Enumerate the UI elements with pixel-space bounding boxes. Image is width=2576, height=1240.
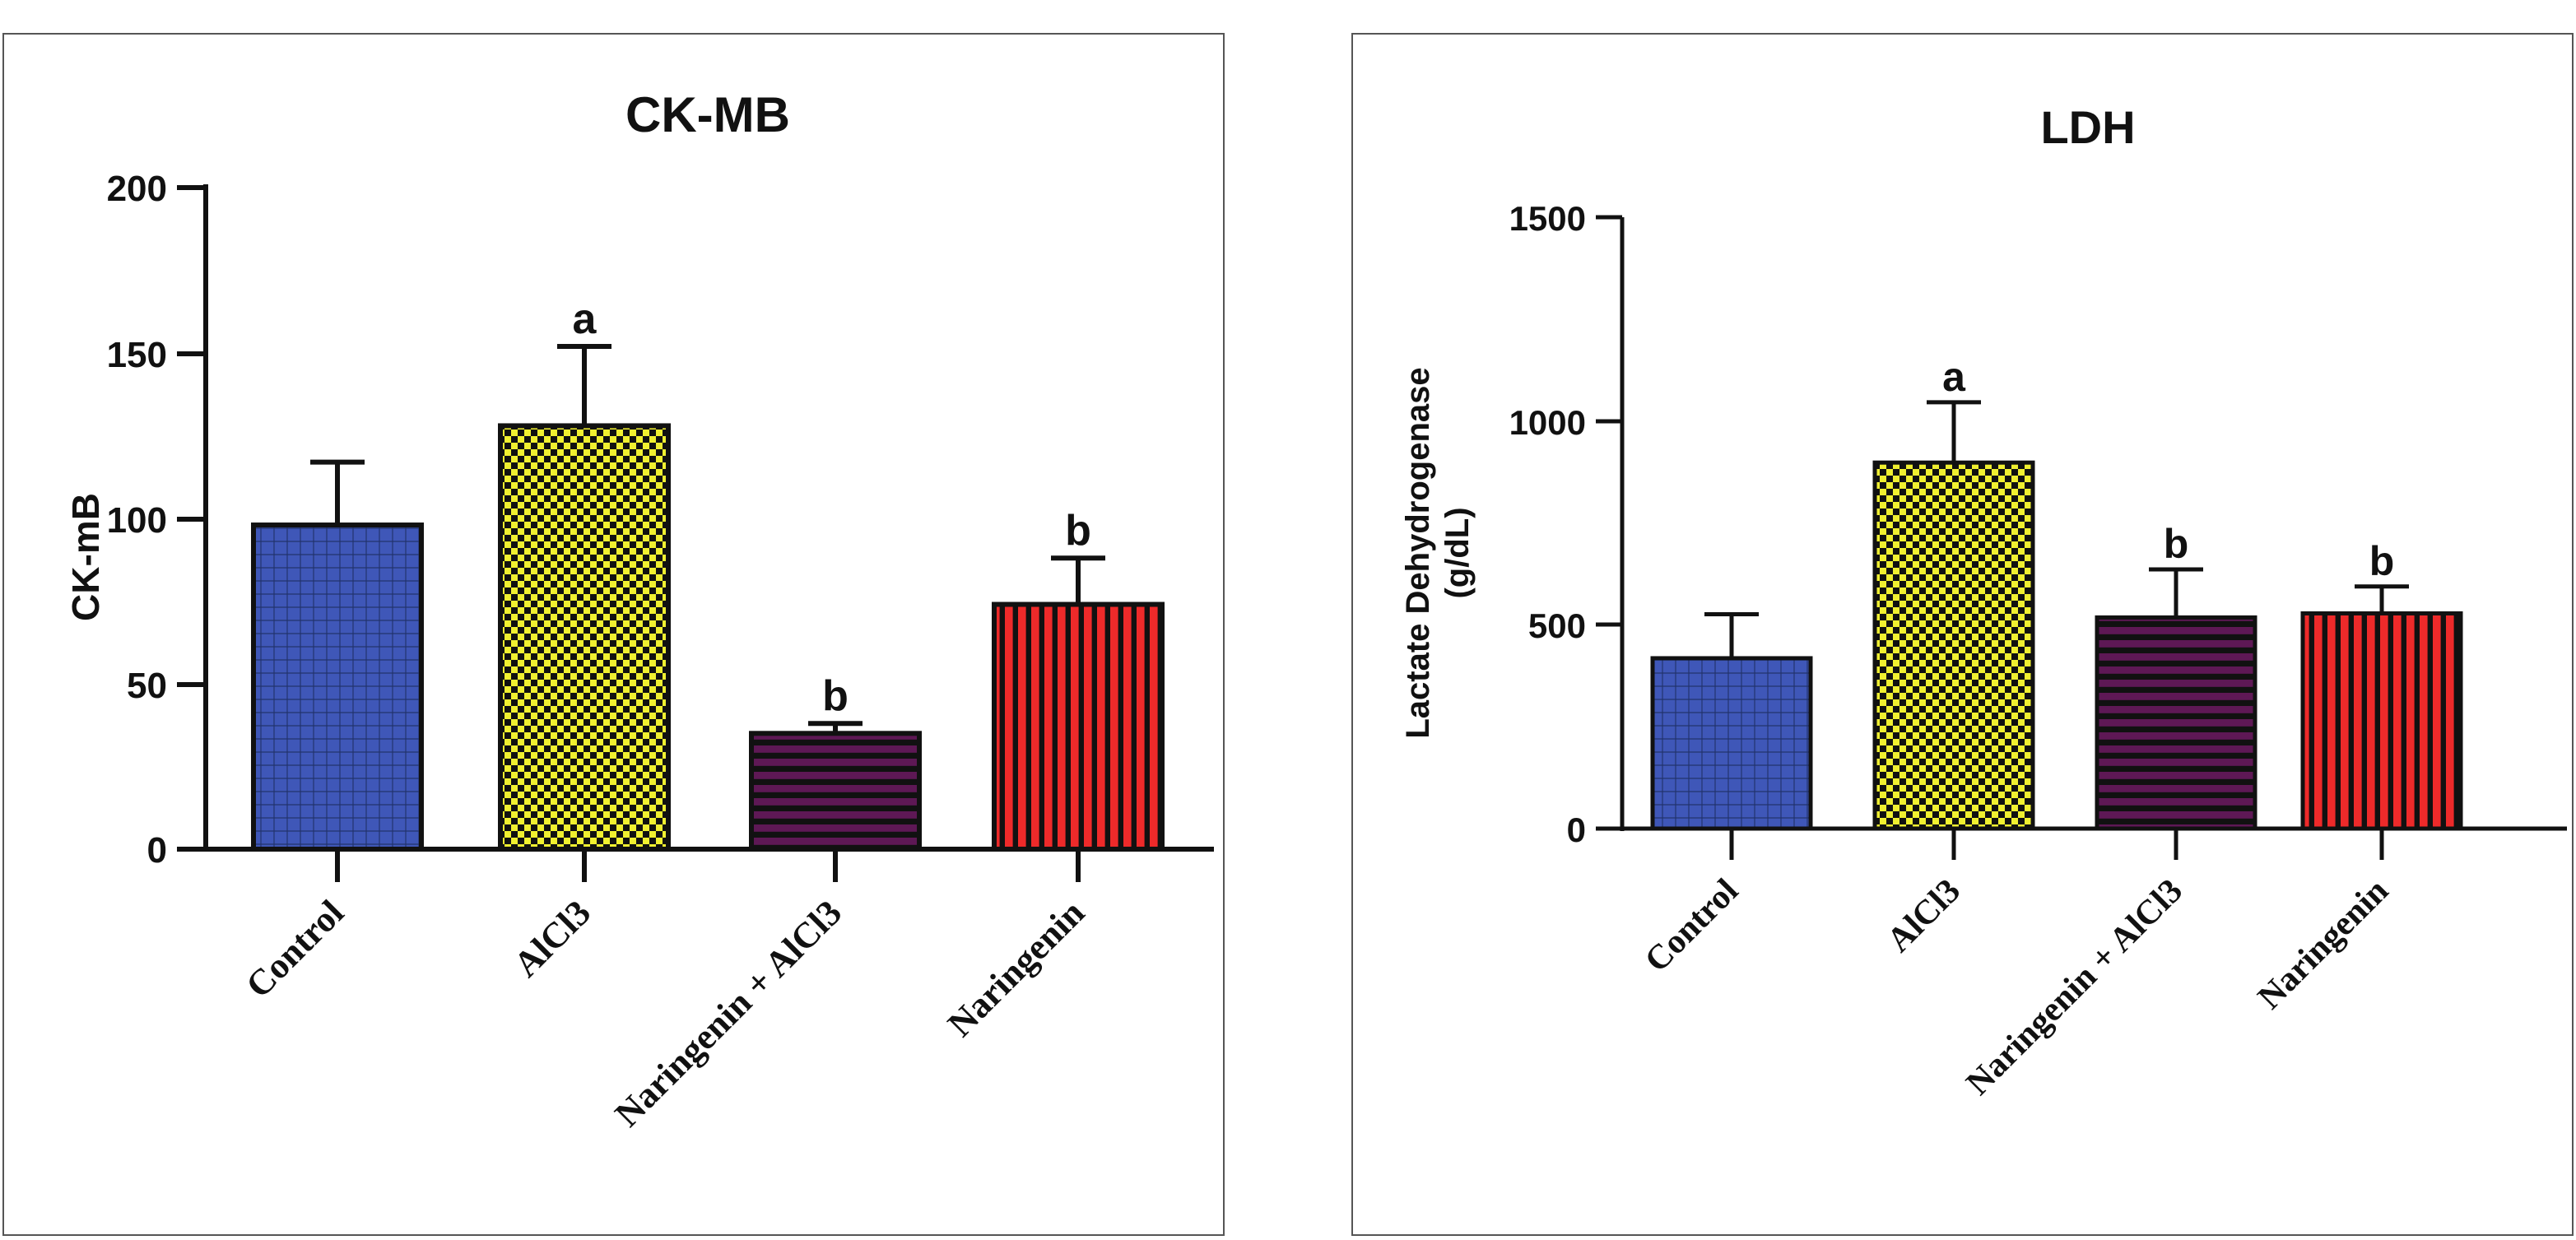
x-tick-2: Naringenin + AlCl3: [1960, 829, 2190, 1103]
bar: [1650, 656, 1813, 831]
y-tick-50: 50: [127, 666, 206, 706]
y-tick-0: 0: [1567, 810, 1622, 849]
x-tick-2: Naringenin + AlCl3: [607, 849, 849, 1135]
y-tick-label: 1500: [1509, 199, 1586, 238]
error-bar: [2149, 567, 2203, 618]
chart-title: CK-MB: [625, 87, 790, 142]
x-tick-label: Naringenin: [940, 892, 1092, 1044]
chart-title: LDH: [2040, 101, 2135, 153]
error-bar: [2355, 584, 2409, 614]
bars-group: a b b: [251, 295, 1165, 852]
y-tick-100: 100: [107, 500, 206, 541]
error-bar: [1927, 400, 1981, 463]
ldh-chart-svg: LDH Lactate Dehydrogenase (g/dL) 0 500 1…: [1400, 101, 2567, 1103]
x-tick-3: Naringenin: [2251, 829, 2396, 1017]
y-tick-label: 1000: [1509, 403, 1586, 442]
bar: [2095, 615, 2257, 831]
x-tick-label: Control: [1638, 872, 1746, 980]
x-tick-3: Naringenin: [940, 849, 1092, 1044]
y-axis-label-line1: Lactate Dehydrogenase: [1400, 367, 1436, 738]
y-tick-500: 500: [1528, 606, 1622, 645]
significance-label: b: [822, 672, 849, 720]
x-tick-label: Naringenin + AlCl3: [1960, 872, 2190, 1103]
y-tick-0: 0: [147, 830, 206, 871]
ldh-chart-panel: LDH Lactate Dehydrogenase (g/dL) 0 500 1…: [1351, 33, 2574, 1236]
significance-label: b: [1065, 507, 1091, 555]
x-tick-1: AlCl3: [506, 849, 598, 985]
x-tick-label: AlCl3: [506, 892, 598, 984]
error-bar: [808, 721, 863, 734]
x-tick-label: Naringenin: [2251, 872, 2396, 1017]
y-tick-label: 200: [107, 169, 167, 209]
bar: [749, 731, 922, 852]
error-bar: [557, 343, 611, 426]
significance-label: b: [2164, 521, 2189, 567]
x-tick-0: Control: [238, 849, 351, 1005]
x-tick-label: Naringenin + AlCl3: [607, 892, 849, 1134]
bars-group: a b b: [1650, 354, 2463, 831]
y-tick-200: 200: [107, 169, 206, 209]
y-axis-label: CK-mB: [64, 493, 107, 621]
bar: [2300, 611, 2463, 831]
y-tick-label: 50: [127, 666, 167, 706]
y-tick-label: 500: [1528, 606, 1586, 645]
significance-label: a: [1942, 354, 1966, 400]
bar: [1872, 460, 2035, 831]
x-tick-label: AlCl3: [1880, 872, 1968, 960]
significance-label: b: [2369, 538, 2395, 584]
y-tick-150: 150: [107, 335, 206, 375]
ckmb-chart-panel: CK-MB CK-mB 0 50 100 150 200 Control: [2, 33, 1225, 1236]
bar: [251, 522, 424, 852]
y-tick-1500: 1500: [1509, 199, 1622, 238]
error-bar: [1704, 611, 1759, 658]
x-tick-0: Control: [1638, 829, 1746, 980]
error-bar: [310, 459, 365, 526]
y-tick-1000: 1000: [1509, 403, 1622, 442]
bar: [498, 423, 671, 852]
y-tick-label: 100: [107, 500, 167, 541]
ckmb-chart-svg: CK-MB CK-mB 0 50 100 150 200 Control: [64, 87, 1214, 1135]
x-tick-1: AlCl3: [1880, 829, 1968, 959]
y-axis-label-line2: (g/dL): [1439, 507, 1476, 598]
x-tick-label: Control: [238, 892, 351, 1005]
y-tick-label: 150: [107, 335, 167, 375]
significance-label: a: [573, 295, 598, 343]
bar: [992, 601, 1165, 852]
error-bar: [1051, 555, 1105, 605]
y-tick-label: 0: [147, 830, 167, 871]
y-tick-label: 0: [1567, 810, 1586, 849]
